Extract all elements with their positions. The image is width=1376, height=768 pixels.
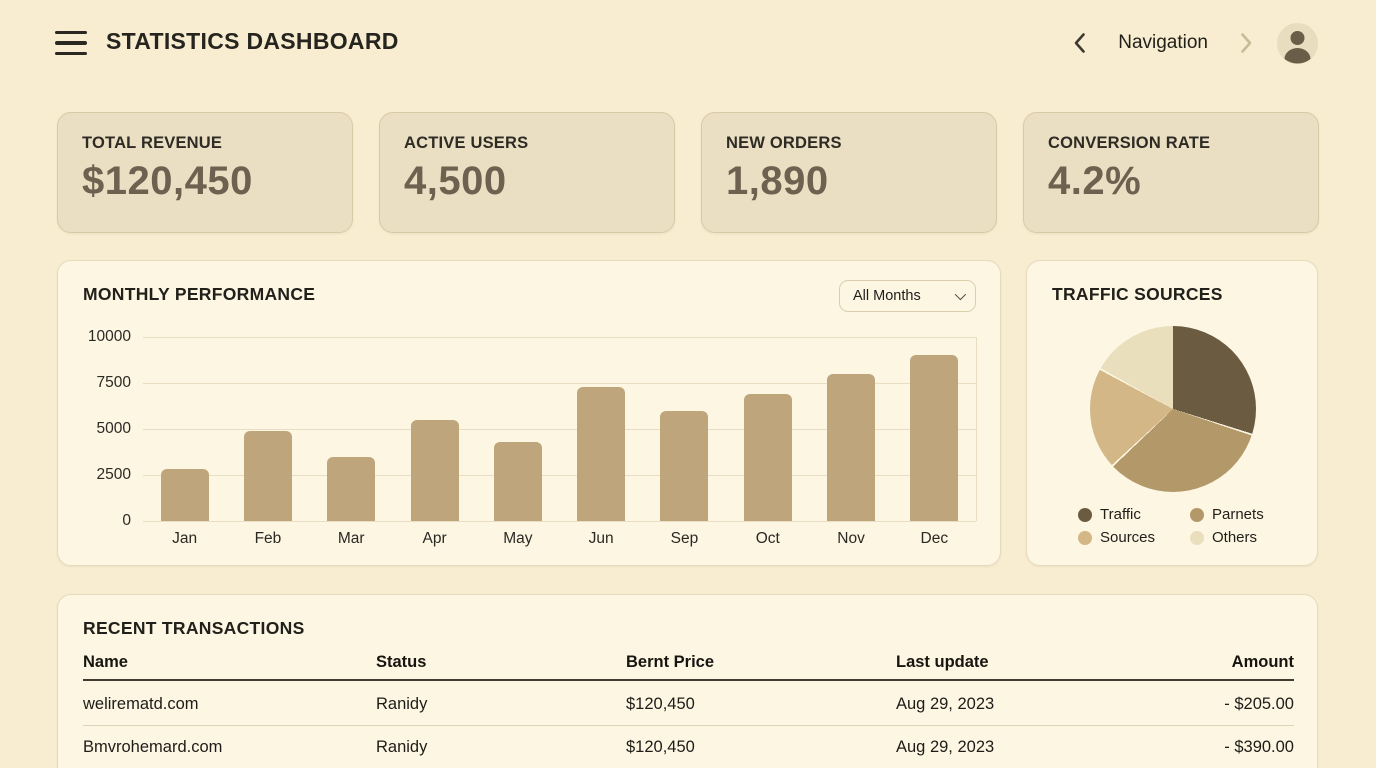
legend-dot-icon [1078, 507, 1092, 522]
gridline [143, 383, 976, 384]
recent-transactions-title: RECENT TRANSACTIONS [83, 618, 305, 638]
gridline [143, 337, 976, 338]
traffic-sources-panel: TRAFFIC SOURCES Traffic Parnets Sources Oth… [1026, 260, 1318, 566]
legend-item-traffic: Traffic [1078, 506, 1190, 523]
x-axis-tick: Jan [172, 530, 198, 547]
y-axis-tick: 7500 [96, 374, 131, 391]
column-header-status: Status [376, 653, 427, 671]
page-title: STATISTICS DASHBOARD [106, 28, 399, 54]
bar-dec [910, 355, 959, 521]
bar-apr [410, 419, 459, 521]
x-axis-tick: Nov [837, 530, 865, 547]
stat-label: NEW ORDERS [726, 134, 842, 152]
x-axis-tick: Jun [588, 530, 614, 547]
chevron-left-icon[interactable] [1073, 32, 1086, 54]
x-axis-tick: Oct [755, 530, 780, 547]
bar-jun [577, 386, 626, 521]
traffic-pie-chart [1090, 326, 1256, 492]
cell-price: $120,450 [626, 737, 695, 756]
x-axis-tick: Apr [422, 530, 447, 547]
x-axis-tick: Feb [254, 530, 282, 547]
cell-status: Ranidy [376, 737, 428, 756]
months-filter-value: All Months [853, 288, 921, 304]
x-axis-tick: Dec [920, 530, 949, 547]
stat-value: 4.2% [1048, 159, 1142, 203]
stat-label: CONVERSION RATE [1048, 134, 1211, 152]
gridline [143, 475, 976, 476]
legend-item-others: Others [1190, 529, 1298, 546]
legend-dot-icon [1190, 530, 1204, 545]
bar-may [493, 441, 542, 521]
transaction-row: welirematd.com Ranidy $120,450 Aug 29, 2023… [83, 684, 1294, 726]
x-axis-tick: May [503, 530, 533, 547]
stat-cards-row: TOTAL REVENUE $120,450 ACTIVE USERS 4,50… [57, 112, 1319, 233]
monthly-performance-title: MONTHLY PERFORMANCE [83, 284, 316, 304]
stat-value: $120,450 [82, 159, 253, 203]
transactions-header-row: Name Status Bernt Price Last update Amou… [83, 653, 1294, 681]
stat-card-conversion-rate: CONVERSION RATE 4.2% [1023, 112, 1319, 233]
gridline [143, 521, 976, 522]
chevron-right-icon[interactable] [1240, 32, 1253, 54]
stat-card-total-revenue: TOTAL REVENUE $120,450 [57, 112, 353, 233]
header-nav: Navigation [1073, 22, 1318, 64]
traffic-sources-title: TRAFFIC SOURCES [1052, 284, 1223, 304]
stat-card-new-orders: NEW ORDERS 1,890 [701, 112, 997, 233]
transactions-body: welirematd.com Ranidy $120,450 Aug 29, 2023… [83, 684, 1294, 768]
y-axis-tick: 10000 [87, 328, 131, 345]
x-axis-tick: Sep [670, 530, 699, 547]
avatar[interactable] [1277, 22, 1318, 64]
monthly-performance-panel: MONTHLY PERFORMANCE All Months 0 2500 5000… [57, 260, 1001, 566]
cell-last-update: Aug 29, 2023 [896, 695, 995, 713]
legend-label: Parnets [1212, 506, 1264, 523]
bar-sep [660, 410, 709, 521]
bar-oct [743, 394, 792, 521]
monthly-bar-chart: 0 2500 5000 7500 10000 Jan Feb Mar Apr May Jun Sep O… [58, 261, 1002, 567]
column-header-amount: Amount [1231, 653, 1294, 671]
pie-legend: Traffic Parnets Sources Others [1078, 506, 1298, 546]
gridline [143, 429, 976, 430]
column-header-name: Name [83, 653, 128, 671]
legend-label: Traffic [1100, 506, 1141, 523]
cell-name: welirematd.com [83, 695, 199, 713]
column-header-price: Bernt Price [626, 653, 715, 671]
legend-dot-icon [1190, 507, 1204, 522]
legend-label: Sources [1100, 529, 1156, 546]
legend-label: Others [1212, 529, 1258, 546]
transaction-row: Bmvrohemard.com Ranidy $120,450 Aug 29, 202… [83, 726, 1294, 768]
legend-item-parnets: Parnets [1190, 506, 1298, 523]
stat-value: 4,500 [404, 159, 507, 203]
x-axis-tick: Mar [337, 530, 365, 547]
legend-item-sources: Sources [1078, 529, 1190, 546]
cell-amount: - $205.00 [1224, 695, 1294, 713]
plot-right-border [976, 337, 977, 521]
months-filter-dropdown[interactable]: All Months [839, 280, 976, 312]
cell-amount: - $390.00 [1224, 737, 1294, 756]
cell-status: Ranidy [376, 695, 428, 713]
cell-name: Bmvrohemard.com [83, 737, 223, 756]
y-axis-tick: 2500 [96, 466, 131, 483]
menu-icon[interactable] [55, 31, 87, 55]
app-header: STATISTICS DASHBOARD Navigation [0, 0, 1376, 86]
cell-price: $120,450 [626, 695, 695, 713]
nav-label: Navigation [1118, 32, 1208, 53]
bar-feb [243, 430, 292, 521]
y-axis-tick: 0 [122, 512, 131, 529]
stat-card-active-users: ACTIVE USERS 4,500 [379, 112, 675, 233]
stat-label: ACTIVE USERS [404, 134, 529, 152]
cell-last-update: Aug 29, 2023 [896, 737, 995, 756]
column-header-last-update: Last update [896, 653, 989, 671]
stat-label: TOTAL REVENUE [82, 134, 223, 152]
legend-dot-icon [1078, 530, 1092, 545]
stat-value: 1,890 [726, 159, 829, 203]
y-axis-tick: 5000 [96, 420, 131, 437]
bar-jan [160, 469, 209, 521]
bar-mar [327, 456, 376, 521]
bar-nov [827, 373, 876, 521]
recent-transactions-panel: RECENT TRANSACTIONS Name Status Bernt Pr… [57, 594, 1318, 768]
